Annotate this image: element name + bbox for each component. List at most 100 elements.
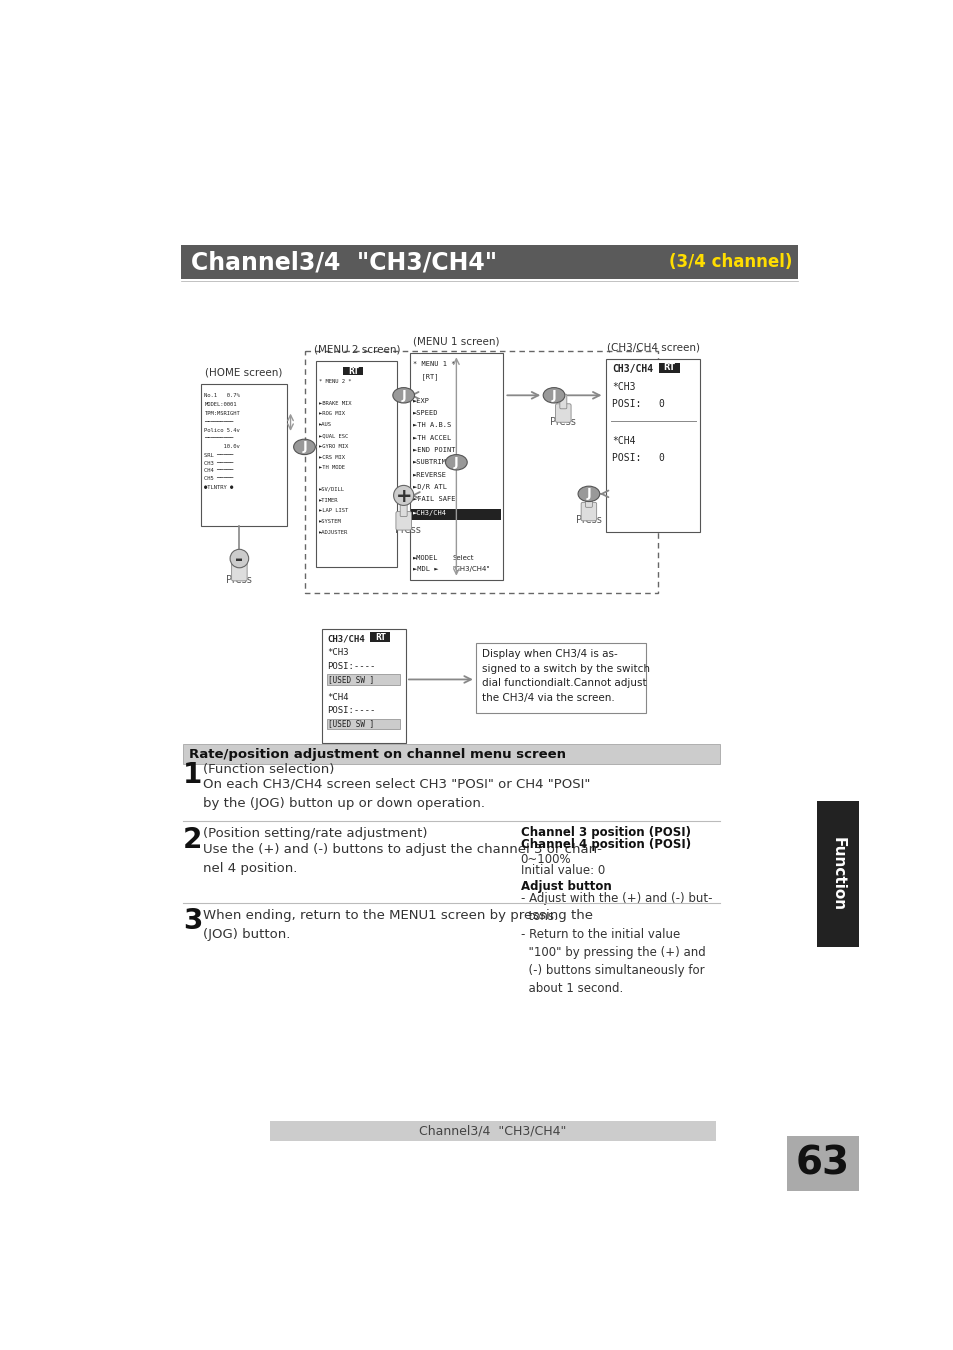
Text: ─────────: ───────── — [204, 436, 233, 441]
Text: J: J — [454, 456, 458, 468]
FancyBboxPatch shape — [580, 502, 596, 521]
FancyBboxPatch shape — [395, 512, 411, 531]
Text: ►CRS MIX: ►CRS MIX — [319, 455, 345, 459]
Text: Rate/position adjustment on channel menu screen: Rate/position adjustment on channel menu… — [189, 748, 565, 760]
Text: POSI:----: POSI:---- — [327, 662, 375, 671]
Text: 1: 1 — [183, 761, 202, 788]
Bar — [183, 744, 720, 764]
Bar — [816, 801, 858, 948]
Text: 2: 2 — [183, 826, 202, 853]
Text: ►EXP: ►EXP — [413, 398, 430, 404]
Bar — [658, 363, 679, 373]
Text: ►AUS: ►AUS — [319, 423, 332, 427]
Text: *CH4: *CH4 — [612, 436, 635, 446]
Text: 10.0v: 10.0v — [204, 444, 240, 448]
Text: (MENU 1 screen): (MENU 1 screen) — [413, 336, 499, 347]
Bar — [322, 629, 406, 744]
Bar — [305, 351, 658, 593]
Text: Polico 5.4v: Polico 5.4v — [204, 428, 240, 433]
Text: CH3/CH4: CH3/CH4 — [612, 363, 653, 374]
Text: CH5 ─────: CH5 ───── — [204, 477, 233, 481]
Text: Press: Press — [226, 575, 252, 586]
Text: *CH4: *CH4 — [327, 693, 348, 702]
Text: ►D/R ATL: ►D/R ATL — [413, 483, 447, 490]
Text: On each CH3/CH4 screen select CH3 "POSI" or CH4 "POSI"
by the (JOG) button up or: On each CH3/CH4 screen select CH3 "POSI"… — [203, 778, 590, 810]
Text: J: J — [586, 487, 591, 501]
Text: TPM:MSRIGHT: TPM:MSRIGHT — [204, 412, 240, 417]
Text: ►FAIL SAFE: ►FAIL SAFE — [413, 497, 455, 502]
Text: ►END POINT: ►END POINT — [413, 447, 455, 452]
Ellipse shape — [542, 387, 564, 404]
Ellipse shape — [393, 387, 415, 404]
Text: Use the (+) and (-) buttons to adjust the channel 3 or chan-
nel 4 position.: Use the (+) and (-) buttons to adjust th… — [203, 842, 601, 875]
FancyBboxPatch shape — [232, 563, 247, 580]
Text: (Function selection): (Function selection) — [203, 763, 334, 776]
Text: 63: 63 — [795, 1145, 849, 1183]
FancyBboxPatch shape — [585, 493, 592, 508]
Text: +: + — [395, 487, 412, 506]
Text: Display when CH3/4 is as-
signed to a switch by the switch
dial functiondialt.Ca: Display when CH3/4 is as- signed to a sw… — [481, 649, 649, 702]
Text: Select: Select — [452, 555, 474, 562]
Bar — [200, 383, 287, 526]
Text: ►BRAKE MIX: ►BRAKE MIX — [319, 401, 352, 406]
Text: ►SYSTEM: ►SYSTEM — [319, 520, 341, 524]
Text: [USED SW ]: [USED SW ] — [328, 720, 375, 729]
Text: * MENU 2 *: * MENU 2 * — [319, 379, 352, 385]
Bar — [343, 367, 363, 375]
Text: (HOME screen): (HOME screen) — [205, 367, 282, 378]
Text: When ending, return to the MENU1 screen by pressing the
(JOG) button.: When ending, return to the MENU1 screen … — [203, 909, 593, 941]
Text: ►SUBTRIM: ►SUBTRIM — [413, 459, 447, 466]
Text: CH3/CH4: CH3/CH4 — [327, 634, 364, 643]
Text: (CH3/CH4 screen): (CH3/CH4 screen) — [606, 343, 699, 352]
Text: POSI:   0: POSI: 0 — [612, 400, 664, 409]
Text: ►ADJUSTER: ►ADJUSTER — [319, 531, 348, 535]
Text: Adjust button: Adjust button — [520, 880, 611, 892]
Text: CH4 ─────: CH4 ───── — [204, 468, 233, 474]
Text: ►SV/DILL: ►SV/DILL — [319, 487, 345, 491]
FancyBboxPatch shape — [399, 502, 407, 517]
Text: -: - — [235, 549, 243, 568]
Text: CH3 ─────: CH3 ───── — [204, 460, 233, 466]
Bar — [476, 643, 645, 713]
Text: ●TLNTRY ●: ●TLNTRY ● — [204, 486, 233, 490]
Ellipse shape — [294, 439, 315, 455]
Text: ►ROG MIX: ►ROG MIX — [319, 412, 345, 417]
Text: ►TIMER: ►TIMER — [319, 498, 338, 502]
Text: Initial value: 0: Initial value: 0 — [520, 864, 604, 878]
Text: [RT]: [RT] — [413, 373, 438, 379]
Text: MODEL:0001: MODEL:0001 — [204, 402, 236, 408]
Text: ►LAP LIST: ►LAP LIST — [319, 509, 348, 513]
Bar — [370, 632, 390, 641]
Bar — [410, 352, 502, 580]
Text: Press: Press — [550, 417, 576, 427]
FancyBboxPatch shape — [555, 404, 571, 423]
Text: SRL ─────: SRL ───── — [204, 454, 233, 458]
Text: Function: Function — [829, 837, 844, 911]
Text: Channel3/4  "CH3/CH4": Channel3/4 "CH3/CH4" — [418, 1125, 566, 1137]
Text: * MENU 1 *: * MENU 1 * — [413, 360, 455, 367]
Bar — [605, 359, 700, 532]
Text: RT: RT — [348, 367, 358, 375]
Text: ─────────: ───────── — [204, 420, 233, 425]
Text: RT: RT — [375, 633, 385, 641]
Text: ►MODEL: ►MODEL — [413, 555, 438, 562]
Text: (MENU 2 screen): (MENU 2 screen) — [314, 344, 399, 355]
Text: Channel3/4  "CH3/CH4": Channel3/4 "CH3/CH4" — [191, 250, 497, 274]
Text: J: J — [551, 389, 556, 402]
Text: No.1   0.7%: No.1 0.7% — [204, 393, 240, 398]
Text: ►MDL ►: ►MDL ► — [413, 566, 438, 572]
Bar — [786, 1137, 858, 1192]
Text: ►REVERSE: ►REVERSE — [413, 471, 447, 478]
Bar — [270, 1120, 716, 1141]
Text: ►QUAL ESC: ►QUAL ESC — [319, 433, 348, 437]
Text: ►SPEED: ►SPEED — [413, 410, 438, 416]
Text: RT: RT — [662, 363, 675, 373]
Text: J: J — [302, 440, 307, 454]
FancyBboxPatch shape — [235, 552, 243, 567]
Text: - Adjust with the (+) and (-) but-
  tons.
- Return to the initial value
  "100": - Adjust with the (+) and (-) but- tons.… — [520, 892, 712, 995]
Text: Press: Press — [576, 516, 601, 525]
Ellipse shape — [445, 455, 467, 470]
Text: POSI:   0: POSI: 0 — [612, 454, 664, 463]
Text: ►TH ACCEL: ►TH ACCEL — [413, 435, 451, 440]
Text: (Position setting/rate adjustment): (Position setting/rate adjustment) — [203, 828, 427, 840]
